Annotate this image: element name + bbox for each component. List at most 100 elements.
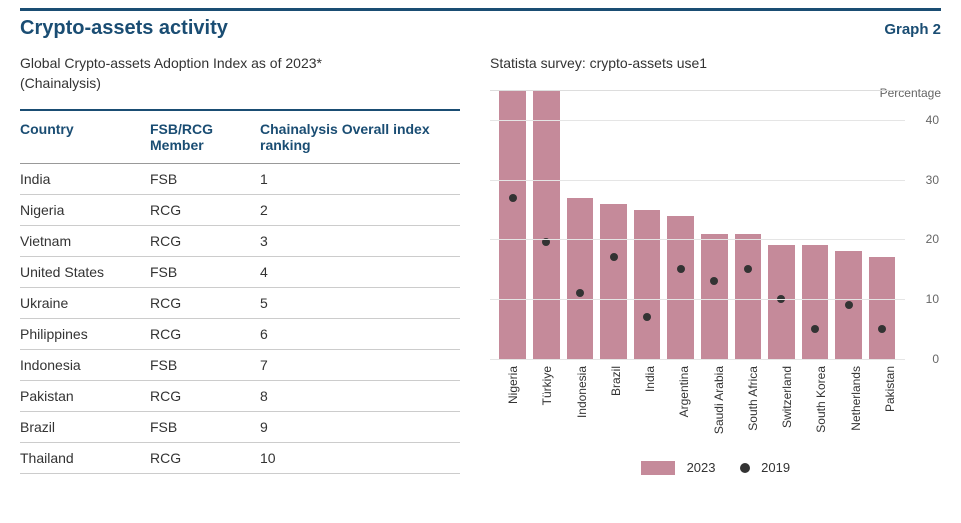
right-panel: Statista survey: crypto-assets use1 Perc…	[490, 54, 941, 475]
x-label-text: South Korea	[814, 366, 828, 433]
bar-2023	[802, 245, 829, 358]
table-cell: Indonesia	[20, 350, 150, 381]
x-label: Saudi Arabia	[704, 366, 734, 456]
x-label: South Africa	[738, 366, 768, 456]
table-cell: Vietnam	[20, 226, 150, 257]
x-label-text: Pakistan	[883, 366, 897, 412]
table-cell: 9	[260, 412, 460, 443]
dot-2019	[677, 265, 685, 273]
bar-2023	[735, 234, 762, 359]
x-label: Pakistan	[875, 366, 905, 456]
table-cell: FSB	[150, 412, 260, 443]
table-row: BrazilFSB9	[20, 412, 460, 443]
x-label: Brazil	[601, 366, 631, 456]
table-cell: 5	[260, 288, 460, 319]
legend-swatch-bar	[641, 461, 675, 475]
x-label: Indonesia	[567, 366, 597, 456]
bar-slot	[666, 91, 696, 359]
table-cell: Brazil	[20, 412, 150, 443]
table-cell: RCG	[150, 195, 260, 226]
x-label-text: Nigeria	[506, 366, 520, 404]
table-header-row: Country FSB/RCG Member Chainalysis Overa…	[20, 110, 460, 164]
left-panel: Global Crypto-assets Adoption Index as o…	[20, 54, 460, 475]
bar-2023	[567, 198, 594, 359]
table-cell: 2	[260, 195, 460, 226]
legend-item-2023: 2023	[641, 460, 716, 476]
bar-slot	[699, 91, 729, 359]
table-cell: RCG	[150, 443, 260, 474]
bar-slot	[767, 91, 797, 359]
table-cell: Nigeria	[20, 195, 150, 226]
bar-slot	[532, 91, 562, 359]
x-label: Switzerland	[772, 366, 802, 456]
left-subtitle: Global Crypto-assets Adoption Index as o…	[20, 54, 460, 93]
legend-item-2019: 2019	[740, 460, 791, 475]
top-rule	[20, 8, 941, 11]
bar-2023	[634, 210, 661, 359]
col-member: FSB/RCG Member	[150, 110, 260, 164]
x-label-text: South Africa	[746, 366, 760, 431]
bar-slot	[867, 91, 897, 359]
bar-2023	[499, 91, 526, 359]
x-label-text: Switzerland	[780, 366, 794, 428]
x-label-text: Argentina	[677, 366, 691, 417]
table-cell: 6	[260, 319, 460, 350]
bar-slot	[599, 91, 629, 359]
dot-2019	[643, 313, 651, 321]
dot-2019	[710, 277, 718, 285]
table-cell: RCG	[150, 288, 260, 319]
y-tick-label: 30	[909, 173, 939, 187]
table-cell: India	[20, 164, 150, 195]
graph-number-label: Graph 2	[884, 21, 941, 38]
x-label-text: Indonesia	[575, 366, 589, 418]
legend-swatch-dot	[740, 463, 750, 473]
gridline	[490, 180, 905, 181]
bars-container	[498, 91, 897, 359]
table-row: PakistanRCG8	[20, 381, 460, 412]
table-cell: FSB	[150, 164, 260, 195]
bar-2023	[701, 234, 728, 359]
table-row: VietnamRCG3	[20, 226, 460, 257]
y-tick-label: 10	[909, 292, 939, 306]
y-tick-label: 0	[909, 352, 939, 366]
x-label: India	[635, 366, 665, 456]
dot-2019	[509, 194, 517, 202]
x-label: Türkiye	[532, 366, 562, 456]
table-cell: 8	[260, 381, 460, 412]
col-country: Country	[20, 110, 150, 164]
bar-slot	[632, 91, 662, 359]
bar-2023	[600, 204, 627, 359]
chart: Percentage 010203040 NigeriaTürkiyeIndon…	[490, 90, 941, 476]
dot-2019	[576, 289, 584, 297]
x-label: South Korea	[806, 366, 836, 456]
bar-slot	[733, 91, 763, 359]
left-subtitle-line1: Global Crypto-assets Adoption Index as o…	[20, 55, 322, 71]
table-row: IndiaFSB1	[20, 164, 460, 195]
page-title: Crypto-assets activity	[20, 17, 228, 40]
table-row: PhilippinesRCG6	[20, 319, 460, 350]
dot-2019	[845, 301, 853, 309]
table-cell: Thailand	[20, 443, 150, 474]
adoption-table: Country FSB/RCG Member Chainalysis Overa…	[20, 109, 460, 474]
right-subtitle: Statista survey: crypto-assets use1	[490, 54, 941, 74]
table-cell: 7	[260, 350, 460, 381]
legend-label-2019: 2019	[761, 460, 790, 475]
table-cell: 3	[260, 226, 460, 257]
bar-slot	[565, 91, 595, 359]
table-cell: FSB	[150, 350, 260, 381]
dot-2019	[610, 253, 618, 261]
left-subtitle-line2: (Chainalysis)	[20, 74, 460, 94]
table-cell: RCG	[150, 226, 260, 257]
table-cell: RCG	[150, 319, 260, 350]
legend: 2023 2019	[490, 460, 941, 476]
table-cell: RCG	[150, 381, 260, 412]
gridline	[490, 239, 905, 240]
bar-2023	[869, 257, 896, 358]
table-row: IndonesiaFSB7	[20, 350, 460, 381]
dot-2019	[744, 265, 752, 273]
x-label-text: India	[643, 366, 657, 392]
x-label: Nigeria	[498, 366, 528, 456]
bar-slot	[498, 91, 528, 359]
table-row: UkraineRCG5	[20, 288, 460, 319]
header: Crypto-assets activity Graph 2	[20, 17, 941, 40]
